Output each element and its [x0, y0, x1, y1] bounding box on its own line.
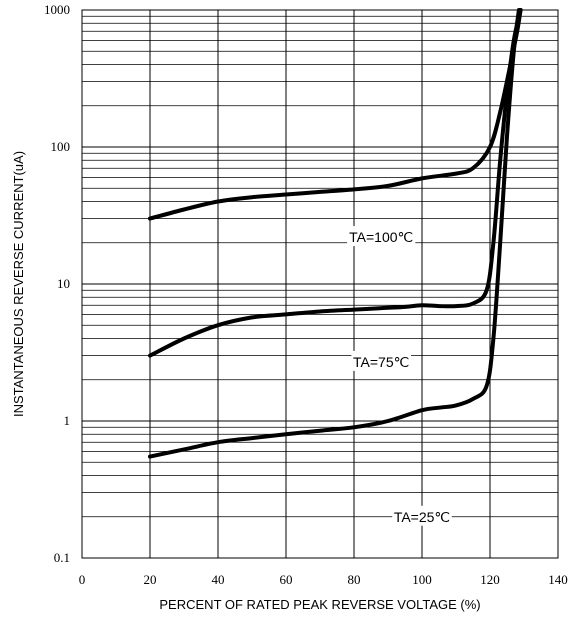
- series-line: [148, 8, 523, 221]
- y-tick-label: 1: [64, 413, 71, 428]
- curve-label-text: TA=100℃: [349, 229, 413, 245]
- curve-label-text: TA=75℃: [353, 354, 409, 370]
- y-tick-label: 100: [51, 139, 71, 154]
- series-line: [148, 8, 523, 358]
- curve-label: TA=100℃: [347, 226, 416, 247]
- tick-labels: 0 20 40 60 80 100 120 140 0.1 1 10 100 1000: [44, 2, 568, 587]
- curves: [148, 8, 523, 459]
- curve-label-background: [347, 226, 416, 247]
- series-line: [148, 8, 521, 459]
- y-tick-label: 0.1: [54, 550, 70, 565]
- curve-label: TA=25℃: [392, 505, 452, 526]
- x-tick-label: 60: [280, 572, 293, 587]
- curve-label-text: TA=25℃: [394, 509, 450, 525]
- y-axis-label: INSTANTANEOUS REVERSE CURRENT(uA): [11, 151, 26, 417]
- y-tick-label: 10: [57, 276, 70, 291]
- plot-frame: [81, 9, 559, 559]
- y-tick-label: 1000: [44, 2, 70, 17]
- curve-label-background: [392, 505, 452, 526]
- x-tick-label: 80: [348, 572, 361, 587]
- x-tick-label: 20: [144, 572, 157, 587]
- curve-labels: TA=100℃ TA=75℃ TA=25℃: [347, 226, 452, 526]
- x-tick-label: 100: [412, 572, 432, 587]
- curve-label: TA=75℃: [351, 350, 411, 371]
- x-tick-label: 0: [79, 572, 86, 587]
- curve-label-background: [351, 350, 411, 371]
- x-tick-label: 120: [480, 572, 500, 587]
- x-axis-label: PERCENT OF RATED PEAK REVERSE VOLTAGE (%…: [159, 597, 480, 612]
- x-tick-label: 40: [212, 572, 225, 587]
- x-tick-label: 140: [548, 572, 568, 587]
- grid: [82, 10, 558, 558]
